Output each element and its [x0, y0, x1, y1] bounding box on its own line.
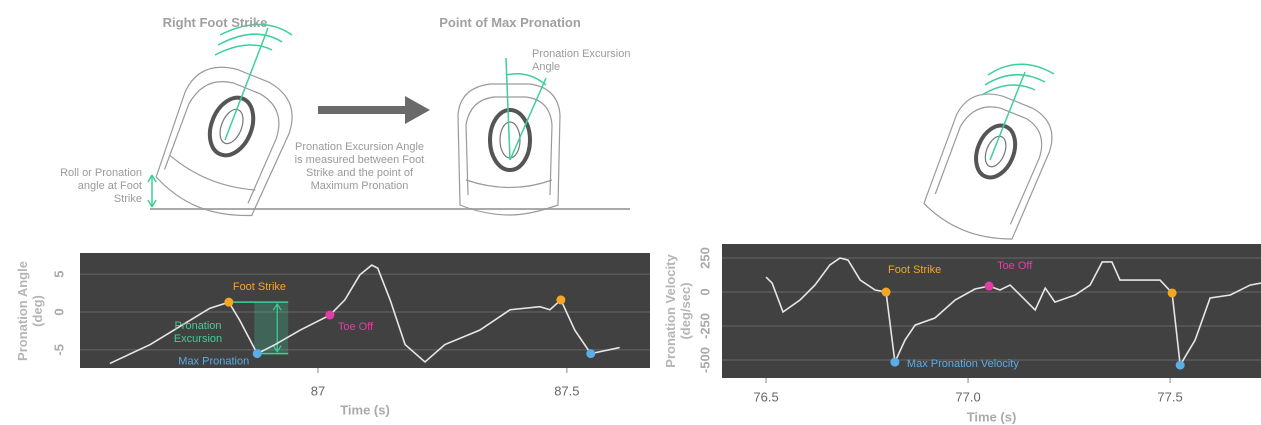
event-label: Foot Strike — [888, 264, 941, 276]
event-marker — [325, 311, 334, 320]
excursion-label: Pronation Excursion Angle — [532, 48, 642, 74]
y-tick-label: 0 — [697, 288, 712, 295]
y-tick-label: -5 — [51, 344, 66, 356]
y-tick-label: -250 — [697, 313, 712, 339]
event-label: Toe Off — [338, 321, 374, 333]
y-tick-label: 0 — [51, 308, 66, 315]
event-label: Max Pronation — [178, 356, 249, 368]
x-tick-label: 77.5 — [1157, 389, 1182, 404]
shoe-left — [147, 54, 304, 228]
event-marker — [224, 298, 233, 307]
event-marker — [253, 349, 262, 358]
x-axis-label: Time (s) — [340, 402, 390, 417]
event-label: Max Pronation Velocity — [907, 358, 1019, 370]
event-marker — [985, 282, 994, 291]
arrow — [318, 96, 430, 124]
event-label: Toe Off — [997, 260, 1033, 272]
y-axis-label: Pronation Angle (deg) — [15, 246, 45, 376]
event-label: Foot Strike — [233, 281, 286, 293]
event-marker — [890, 358, 899, 367]
illustration-title: Right Foot Strike — [105, 15, 325, 30]
y-tick-label: 250 — [697, 247, 712, 269]
y-axis-label: Pronation Velocity (deg/sec) — [663, 246, 693, 376]
event-marker — [556, 295, 565, 304]
illustration-title: Point of Max Pronation — [400, 15, 620, 30]
event-marker — [1168, 288, 1177, 297]
description: Pronation Excursion Angle is measured be… — [292, 141, 427, 193]
x-tick-label: 76.5 — [753, 389, 778, 404]
x-tick-label: 87.5 — [554, 383, 579, 398]
figure: 5 0 -5 87 87.5 Time (s) Foot Strike Max Pronati… — [0, 0, 1261, 425]
x-axis-label: Time (s) — [967, 409, 1017, 424]
roll-label: Roll or Pronation angle at Foot Strike — [60, 167, 142, 206]
y-tick-label: -500 — [697, 347, 712, 373]
excursion-annotation: Pronation Excursion — [160, 320, 236, 346]
event-marker — [1176, 361, 1185, 370]
y-tick-label: 5 — [51, 271, 66, 278]
event-marker — [882, 288, 891, 297]
x-tick-label: 87 — [311, 383, 325, 398]
x-tick-label: 77.0 — [955, 389, 980, 404]
shoe-right — [917, 83, 1062, 249]
event-marker — [586, 349, 595, 358]
